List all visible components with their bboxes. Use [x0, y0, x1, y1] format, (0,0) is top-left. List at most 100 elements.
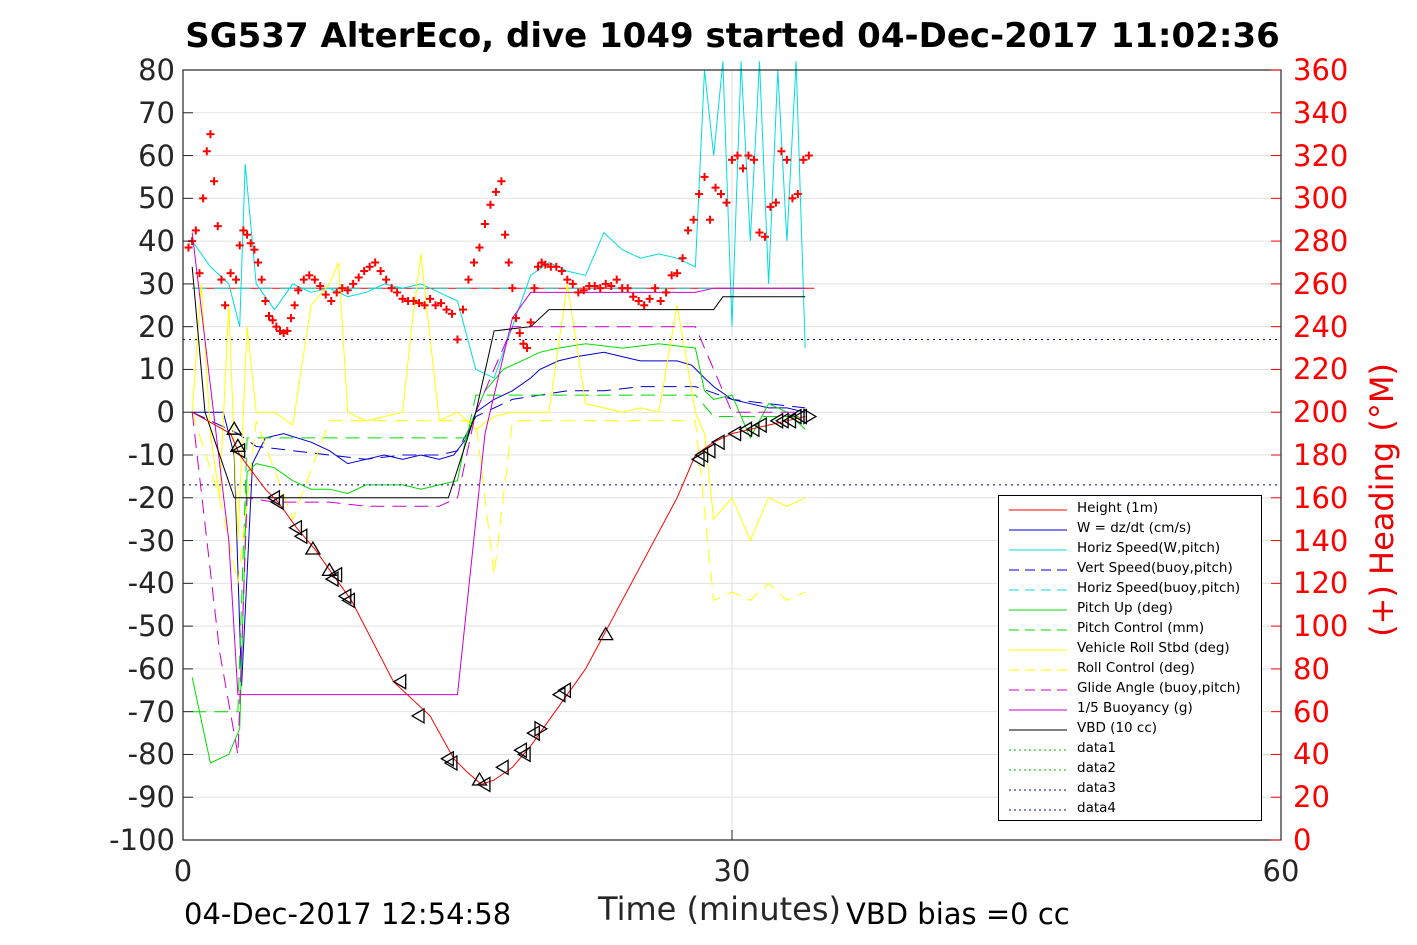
heading-point [199, 194, 208, 203]
triangle-marker [321, 562, 338, 577]
legend-swatch [1009, 809, 1067, 811]
legend-swatch [1009, 569, 1067, 571]
y2-tick-label: 0 [1293, 823, 1312, 857]
triangle-marker [738, 421, 753, 438]
triangle-marker [526, 724, 540, 742]
heading-point [656, 297, 665, 305]
y-tick-label: -30 [127, 523, 175, 558]
triangle-marker [476, 776, 491, 793]
legend-item: W = dz/dt (cm/s) [999, 520, 1261, 540]
heading-point [217, 275, 226, 284]
heading-point [640, 301, 649, 310]
heading-point [327, 297, 336, 305]
legend-label: Horiz Speed(buoy,pitch) [1077, 580, 1241, 596]
legend-item: Height (1m) [999, 500, 1261, 520]
heading-point [184, 243, 193, 252]
tick-marks [182, 69, 1282, 841]
triangle-marker [694, 446, 709, 464]
heading-point [508, 284, 517, 293]
heading-point [299, 275, 308, 284]
heading-point [738, 164, 747, 173]
heading-point [700, 172, 709, 181]
triangle-marker [597, 626, 614, 641]
heading-point [541, 260, 550, 269]
heading-point [464, 275, 473, 284]
triangle-marker [701, 442, 716, 459]
footer-date: 04-Dec-2017 12:54:58 [184, 897, 512, 931]
heading-point [480, 220, 489, 228]
heading-point [469, 258, 478, 267]
heading-point [387, 284, 396, 293]
heading-point [232, 275, 241, 284]
legend-swatch [1009, 709, 1067, 711]
legend-item: data4 [999, 800, 1261, 820]
y2-tick-label: 100 [1293, 609, 1349, 644]
heading-point [415, 299, 424, 308]
y2-tick-label: 200 [1293, 395, 1349, 430]
heading-point [206, 130, 215, 139]
legend-swatch [1009, 689, 1067, 691]
triangle-marker [226, 421, 243, 435]
y2-tick-label: 240 [1293, 309, 1349, 344]
heading-point [519, 339, 528, 348]
heading-point [717, 190, 726, 199]
y-tick-label: 0 [156, 395, 175, 430]
heading-point [771, 198, 780, 207]
legend-swatch [1009, 729, 1067, 731]
heading-point [711, 183, 720, 192]
legend-label: Pitch Control (mm) [1077, 620, 1205, 636]
triangle-marker [304, 540, 322, 555]
legend-item: Glide Angle (buoy,pitch) [999, 680, 1261, 700]
heading-point [491, 187, 500, 196]
legend-swatch [1009, 549, 1067, 551]
heading-point [596, 284, 605, 293]
x-tick-label: 0 [173, 854, 193, 888]
y-tick-label: 80 [138, 53, 175, 87]
heading-point [733, 151, 742, 160]
triangle-marker [727, 425, 742, 442]
heading-point [777, 147, 786, 156]
heading-point [749, 155, 758, 164]
legend-label: data2 [1077, 760, 1116, 776]
y-tick-label: -80 [127, 737, 175, 772]
legend-label: Vert Speed(buoy,pitch) [1077, 560, 1233, 576]
y2-tick-label: 320 [1293, 138, 1349, 173]
heading-point [634, 297, 643, 305]
heading-point [523, 344, 532, 353]
legend-item: Vert Speed(buoy,pitch) [999, 560, 1261, 580]
heading-point [574, 288, 583, 297]
triangle-marker [495, 759, 509, 776]
heading-point [793, 190, 802, 199]
legend-swatch [1009, 769, 1067, 771]
y2-tick-label: 360 [1293, 53, 1349, 87]
legend-item: Vehicle Roll Stbd (deg) [999, 640, 1261, 660]
heading-point [504, 258, 513, 267]
y-tick-label: -100 [109, 823, 175, 857]
triangle-marker [534, 720, 549, 737]
heading-point [552, 262, 561, 271]
heading-point [458, 305, 467, 314]
y-tick-label: -50 [127, 609, 175, 644]
heading-point [442, 305, 451, 314]
legend-label: data4 [1077, 800, 1116, 816]
triangle-marker [753, 416, 767, 434]
heading-point [563, 275, 572, 284]
heading-point [316, 282, 325, 291]
legend-label: Height (1m) [1077, 500, 1159, 516]
y2-tick-label: 60 [1293, 694, 1330, 729]
heading-point [695, 190, 704, 199]
legend-label: data1 [1077, 740, 1116, 756]
legend-item: 1/5 Buoyancy (g) [999, 700, 1261, 720]
heading-point [420, 301, 429, 310]
y2-tick-label: 220 [1293, 352, 1349, 387]
legend-item: Horiz Speed(W,pitch) [999, 540, 1261, 560]
heading-point [290, 301, 299, 310]
triangle-marker [288, 519, 303, 536]
legend-label: Roll Control (deg) [1077, 660, 1195, 676]
heading-point [629, 292, 638, 301]
legend-label: Pitch Up (deg) [1077, 600, 1173, 616]
heading-point [360, 267, 369, 276]
heading-point [393, 288, 402, 297]
y-tick-label: 60 [138, 138, 175, 173]
x-tick-label: 60 [1262, 854, 1300, 888]
